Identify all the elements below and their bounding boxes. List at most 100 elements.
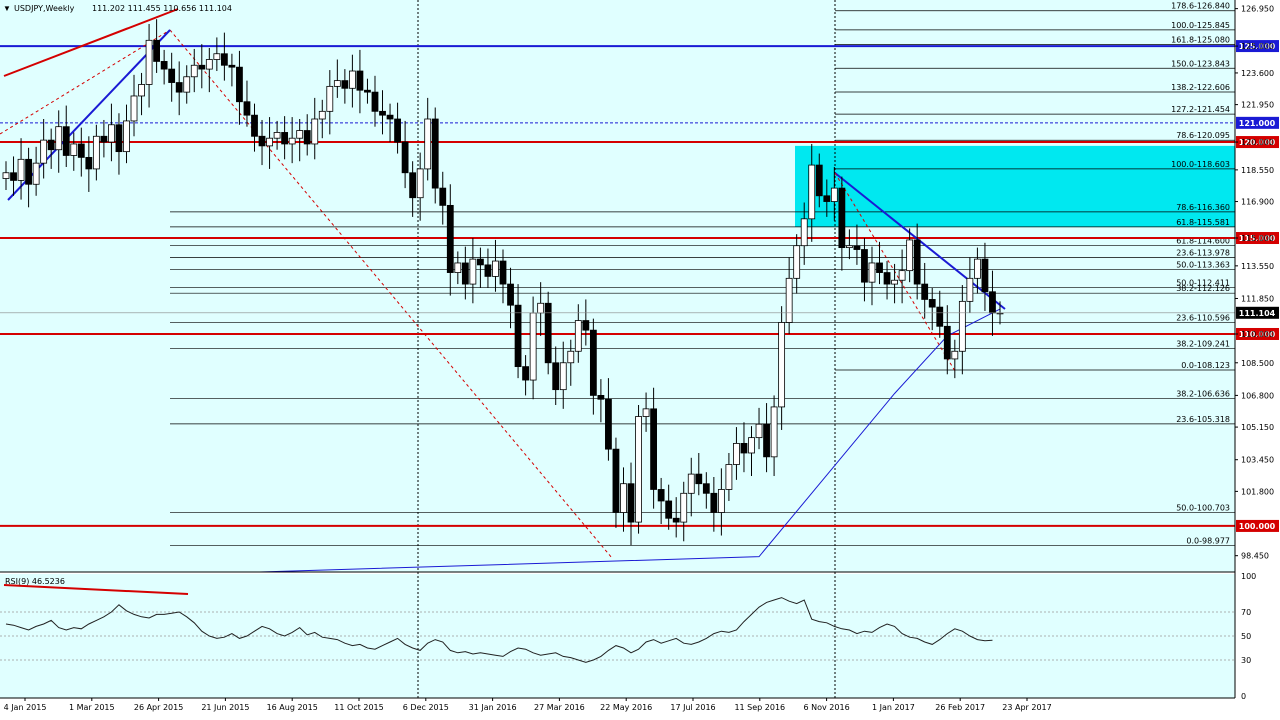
candle-body — [281, 132, 289, 145]
candle-body — [650, 408, 658, 490]
price-level-tag-label: 125.000 — [1239, 42, 1276, 51]
candle-body — [966, 277, 974, 302]
y-tick-label: 101.800 — [1241, 487, 1274, 496]
candle-body — [130, 95, 138, 122]
price-level-tag-label: 121.000 — [1239, 119, 1276, 128]
y-tick-label: 121.950 — [1241, 101, 1274, 110]
candle-body — [989, 291, 996, 314]
candle-body — [943, 325, 951, 360]
candle-body — [47, 139, 55, 151]
candle-body — [672, 517, 680, 523]
x-tick-label: 31 Jan 2016 — [469, 703, 517, 712]
candle-body — [228, 64, 236, 68]
candle-body — [77, 143, 85, 158]
candle-body — [379, 110, 386, 116]
candle-body — [341, 80, 349, 89]
candle-body — [815, 164, 823, 197]
candle-body — [190, 64, 198, 78]
candle-body — [25, 158, 32, 185]
candle-body — [160, 61, 168, 70]
price-level-tag — [1236, 116, 1279, 129]
price-level-tag-label: 110.000 — [1239, 330, 1276, 339]
y-tick-label: 125.000 — [1241, 42, 1274, 51]
candle-body — [236, 66, 243, 103]
candle-body — [559, 362, 567, 391]
x-tick-label: 1 Jan 2017 — [872, 703, 915, 712]
candle-body — [891, 279, 898, 285]
candle-body — [853, 245, 861, 250]
y-tick-label: 113.550 — [1241, 262, 1274, 271]
candle-body — [657, 489, 665, 502]
candle-body — [635, 416, 642, 523]
candle-body — [785, 277, 793, 323]
fib-level-label: 161.8-125.080 — [1171, 36, 1230, 45]
y-tick-label: 116.900 — [1241, 198, 1274, 207]
fib-level-label: 0.0-108.123 — [1181, 361, 1230, 370]
candle-body — [808, 164, 816, 220]
fib-retrace-line — [169, 29, 613, 559]
candle-body — [32, 162, 40, 185]
candle-body — [461, 262, 469, 285]
fib-level-label: 50.0-113.363 — [1176, 260, 1230, 269]
candle-body — [454, 262, 462, 273]
x-tick-label: 21 Jun 2015 — [201, 703, 249, 712]
candle-body — [830, 187, 838, 202]
candle-body — [913, 239, 921, 285]
rsi-label: RSI(9) 46.5236 — [5, 577, 65, 586]
candle-body — [318, 110, 326, 120]
candle-body — [567, 350, 575, 364]
candle-body — [514, 304, 522, 368]
y-tick-label: 111.850 — [1241, 294, 1274, 303]
candle-body — [845, 245, 853, 249]
candle-body — [627, 483, 635, 523]
candle-body — [748, 437, 755, 454]
x-tick-label: 22 May 2016 — [600, 703, 652, 712]
rsi-level-label: 50 — [1241, 632, 1251, 641]
candle-body — [17, 158, 25, 181]
candle-body — [108, 124, 115, 143]
candle-body — [883, 272, 891, 285]
candle-body — [620, 483, 627, 513]
candle-body — [416, 168, 424, 199]
candle-body — [544, 302, 552, 364]
y-tick-label: 103.450 — [1241, 456, 1274, 465]
fib-level-label: 150.0-123.843 — [1171, 59, 1230, 68]
y-tick-label: 105.150 — [1241, 423, 1274, 432]
candle-body — [273, 132, 281, 139]
candle-body — [92, 135, 100, 170]
candle-body — [213, 53, 221, 60]
price-level-tag-label: 111.104 — [1239, 309, 1276, 318]
fib-level-label: 50.0-112.411 — [1176, 279, 1230, 288]
x-tick-label: 11 Sep 2016 — [734, 703, 785, 712]
y-tick-label: 120.000 — [1241, 138, 1274, 147]
x-tick-label: 16 Aug 2015 — [267, 703, 318, 712]
price-level-tag-label: 120.000 — [1239, 138, 1276, 147]
candle-body — [778, 322, 786, 408]
fib-level-label: 61.8-115.581 — [1176, 218, 1230, 227]
candle-body — [710, 492, 718, 513]
candle-body — [198, 64, 206, 70]
candle-body — [168, 68, 176, 83]
candle-body — [409, 172, 417, 199]
candle-body — [981, 258, 989, 293]
candle-body — [469, 258, 477, 285]
fib-level-label: 100.0-125.845 — [1171, 21, 1230, 30]
fib-level-label: 178.6-126.840 — [1171, 2, 1230, 11]
price-level-tag — [1236, 519, 1279, 532]
fib-level-label: 127.2-121.454 — [1171, 105, 1230, 114]
rsi-trend-line — [3, 584, 189, 595]
y-tick-label: 110.000 — [1241, 330, 1274, 339]
dropdown-arrow-icon[interactable]: ▼ — [3, 4, 11, 13]
candle-body — [717, 489, 725, 513]
candle-body — [40, 139, 48, 164]
y-tick-label: 106.800 — [1241, 391, 1274, 400]
fib-level-label: 38.2-106.636 — [1176, 390, 1230, 399]
candle-body — [921, 283, 929, 300]
fib-level-label: 0.0-98.977 — [1186, 537, 1230, 546]
candle-body — [695, 473, 703, 485]
rsi-level-label: 0 — [1241, 692, 1246, 701]
candle-body — [288, 137, 296, 145]
candle-body — [529, 312, 537, 381]
fib-level-label: 138.2-122.606 — [1171, 83, 1230, 92]
